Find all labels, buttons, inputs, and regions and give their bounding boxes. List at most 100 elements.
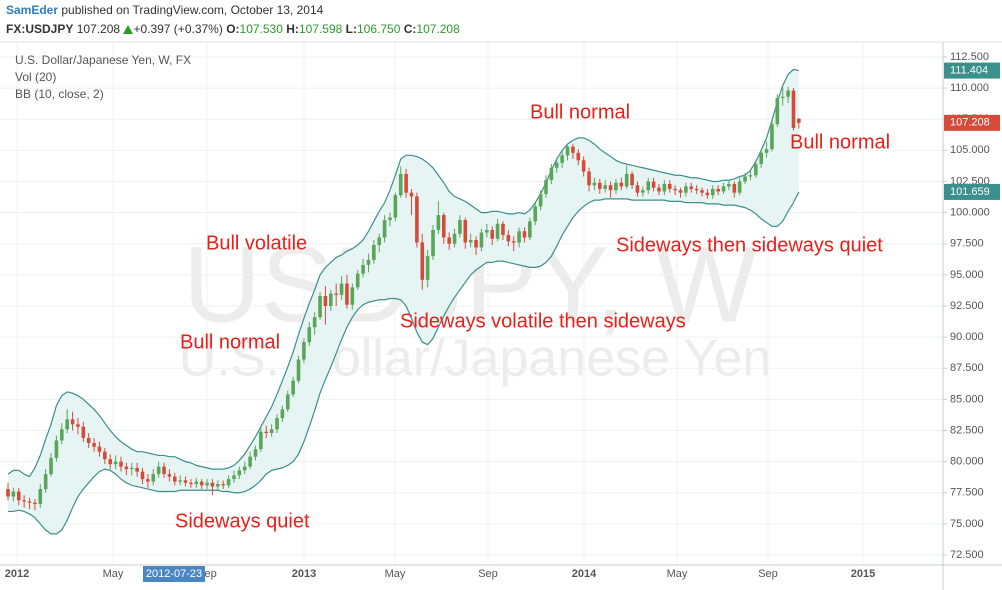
candle-body (199, 481, 204, 486)
candle-body (280, 409, 285, 419)
x-tick-label: Sep (478, 568, 498, 580)
candle-body (210, 482, 215, 487)
candle-body (108, 459, 113, 465)
candle-body (329, 293, 333, 306)
price-tag (944, 62, 1000, 79)
candle-body (70, 419, 75, 425)
x-tick-label: 2013 (292, 568, 316, 580)
candle-body (355, 273, 360, 288)
candle-body (737, 181, 742, 193)
candle-body (474, 239, 478, 248)
candle-body (113, 461, 118, 465)
candle-body (377, 237, 382, 245)
y-tick-label: 87.500 (950, 362, 984, 374)
candle-body (458, 220, 462, 234)
candle-body (103, 451, 107, 460)
candle-body (242, 466, 247, 471)
candle-body (700, 190, 704, 193)
candle-body (630, 173, 634, 186)
candle-body (119, 461, 123, 467)
candle-body (754, 164, 758, 176)
candle-body (6, 489, 10, 497)
x-tick-label: 2012 (5, 568, 29, 580)
candle-body (302, 342, 306, 360)
candle-body (345, 283, 349, 305)
candle-body (694, 188, 699, 191)
candle-body (549, 167, 554, 181)
candle-body (382, 220, 387, 238)
candle-body (710, 188, 715, 196)
candle-body (194, 481, 199, 485)
candle-body (560, 155, 564, 163)
x-tick-label: 2014 (572, 568, 597, 580)
candle-body (291, 380, 295, 395)
ohlc-label: O: (226, 22, 240, 36)
y-tick-label: 97.500 (950, 238, 984, 250)
candle-body (393, 195, 398, 218)
candle-body (533, 206, 538, 222)
candle-body (318, 296, 322, 318)
candle-body (657, 187, 661, 192)
x-tick-label: May (385, 568, 406, 580)
candle-body (92, 442, 96, 447)
crosshair-label-box (143, 566, 205, 582)
candle-body (275, 418, 279, 430)
candle-body (603, 185, 607, 189)
symbol: FX:USDJPY (6, 22, 74, 36)
candle-body (678, 190, 683, 193)
candle-body (129, 467, 134, 470)
candle-body (11, 491, 16, 497)
candle-body (323, 296, 328, 306)
candle-body (388, 217, 392, 221)
candle-body (511, 241, 516, 243)
candle-body (641, 190, 645, 193)
y-tick-label: 95.000 (950, 269, 984, 281)
candle-body (592, 182, 597, 186)
candle-body (140, 471, 145, 480)
ohlc-label: C: (403, 22, 417, 36)
candle-body (425, 256, 430, 280)
candle-body (253, 449, 258, 457)
candle-body (447, 237, 451, 244)
candle-body (716, 188, 720, 192)
candle-body (264, 431, 269, 434)
candle-body (97, 446, 102, 452)
price-tag-label: 107.208 (950, 117, 990, 129)
candle-body (554, 162, 559, 168)
legend-symbol: U.S. Dollar/Japanese Yen, W, FX (15, 53, 191, 67)
candle-body (22, 500, 26, 502)
price-tag (944, 183, 1000, 200)
y-tick-label: 82.500 (950, 424, 984, 436)
candle-body (743, 176, 747, 182)
y-tick-label: 72.500 (950, 549, 984, 561)
candle-body (721, 186, 726, 192)
candle-body (54, 440, 59, 458)
candle-body (361, 264, 365, 274)
candle-body (770, 124, 774, 150)
candle-body (441, 215, 446, 238)
candle-body (635, 185, 640, 193)
up-arrow (123, 25, 134, 34)
y-tick-label: 92.500 (950, 300, 984, 312)
author[interactable]: SamEder (6, 3, 59, 17)
candle-body (732, 183, 737, 193)
candle-body (646, 181, 651, 191)
candle-body (495, 223, 500, 239)
candle-body (226, 479, 231, 486)
annotation: Bull normal (790, 131, 890, 153)
candle-body (312, 317, 317, 328)
ohlc-value: 107.530 (239, 22, 283, 36)
legend-bb: BB (10, close, 2) (15, 87, 104, 101)
plot-layer: Bull normal Bull normal Bull volatile Sidew… (0, 42, 943, 565)
candle-body (135, 467, 139, 472)
candle-body (431, 230, 435, 257)
ohlc-label: L: (345, 22, 357, 36)
x-tick-label: 2015 (851, 568, 875, 580)
ohlc-value: 106.750 (357, 22, 401, 36)
x-tick-label: May (103, 568, 124, 580)
watermark-name: U.S. Dollar/Japanese Yen (179, 330, 772, 388)
price-tag-label: 101.659 (950, 186, 990, 198)
candle-body (522, 231, 527, 238)
candle-body (339, 283, 344, 295)
